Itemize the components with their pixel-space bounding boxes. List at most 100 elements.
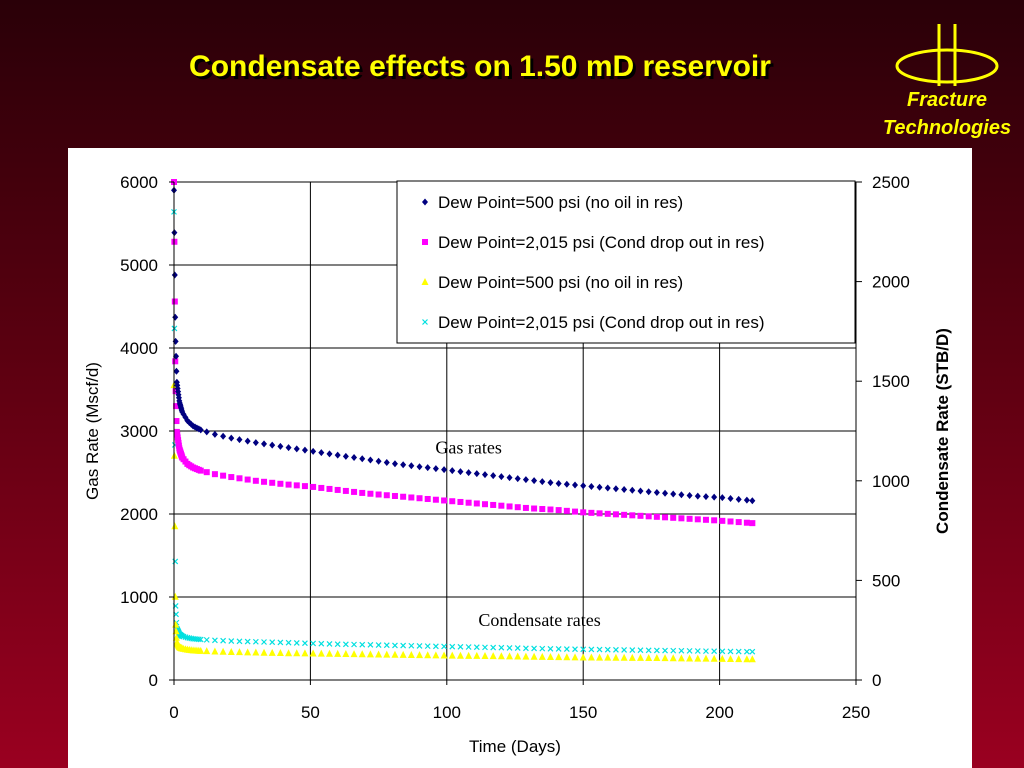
- data-point: [580, 646, 587, 653]
- data-point: [342, 487, 349, 494]
- data-point: [645, 653, 653, 661]
- data-point: [171, 298, 178, 305]
- y2-tick-label: 500: [872, 571, 900, 590]
- data-point: [473, 644, 480, 651]
- data-point: [547, 645, 554, 652]
- data-point: [441, 643, 447, 650]
- x-tick-label: 50: [301, 703, 320, 722]
- data-point: [375, 650, 383, 658]
- data-point: [392, 642, 398, 649]
- data-point: [629, 512, 636, 519]
- data-point: [173, 403, 180, 410]
- data-point: [465, 469, 472, 477]
- data-point: [620, 653, 628, 661]
- data-point: [555, 653, 563, 661]
- data-point: [743, 519, 750, 526]
- data-point: [497, 652, 505, 660]
- data-point: [563, 480, 570, 488]
- data-point: [236, 638, 243, 645]
- data-point: [514, 652, 522, 660]
- data-point: [645, 513, 652, 520]
- data-point: [197, 426, 204, 434]
- data-point: [719, 648, 726, 655]
- legend-marker-3: [422, 319, 428, 325]
- data-point: [694, 654, 702, 662]
- data-point: [269, 441, 276, 449]
- data-point: [481, 471, 488, 479]
- data-point: [547, 479, 554, 487]
- data-point: [677, 654, 685, 662]
- data-point: [662, 514, 669, 521]
- data-point: [637, 487, 644, 495]
- data-point: [285, 444, 292, 452]
- data-point: [743, 496, 750, 504]
- data-point: [531, 645, 538, 652]
- data-point: [334, 641, 341, 648]
- data-point: [211, 637, 218, 644]
- data-point: [310, 640, 317, 647]
- data-point: [579, 653, 587, 661]
- y2-tick-label: 0: [872, 671, 881, 690]
- legend-marker-2: [421, 278, 429, 285]
- data-point: [173, 367, 180, 375]
- data-point: [228, 638, 235, 644]
- data-point: [399, 650, 407, 658]
- data-point: [334, 649, 342, 657]
- data-point: [400, 461, 407, 469]
- data-point: [277, 442, 284, 450]
- data-point: [325, 649, 333, 657]
- data-point: [220, 432, 227, 440]
- data-point: [506, 474, 513, 482]
- data-point: [749, 648, 756, 655]
- data-point: [457, 643, 464, 650]
- data-point: [424, 643, 431, 650]
- data-point: [588, 646, 595, 653]
- data-point: [539, 645, 546, 652]
- data-point: [670, 490, 677, 498]
- data-point: [694, 648, 701, 654]
- data-point: [310, 483, 317, 490]
- data-point: [375, 491, 382, 498]
- data-point: [547, 506, 554, 513]
- data-point: [424, 651, 432, 659]
- slide-title: Condensate effects on 1.50 mD reservoir: [189, 50, 771, 83]
- x-tick-label: 100: [433, 703, 461, 722]
- data-point: [391, 460, 398, 468]
- data-point: [261, 440, 268, 448]
- y2-tick-label: 1500: [872, 372, 910, 391]
- data-point: [563, 653, 571, 661]
- data-point: [702, 654, 710, 662]
- data-point: [211, 430, 218, 438]
- data-point: [432, 465, 439, 473]
- data-point: [211, 471, 218, 478]
- data-point: [653, 654, 661, 662]
- data-point: [662, 489, 669, 497]
- data-point: [211, 647, 219, 655]
- data-point: [645, 488, 652, 496]
- data-point: [645, 647, 652, 654]
- data-point: [612, 511, 619, 518]
- data-point: [301, 446, 308, 454]
- data-point: [203, 428, 210, 436]
- data-point: [531, 505, 538, 512]
- data-point: [465, 644, 472, 650]
- y-axis-title: Gas Rate (Mscf/d): [83, 362, 102, 500]
- legend-entry-2: Dew Point=500 psi (no oil in res): [438, 273, 683, 292]
- data-point: [678, 491, 685, 499]
- data-point: [326, 640, 333, 647]
- data-point: [621, 486, 628, 494]
- y-tick-label: 6000: [120, 173, 158, 192]
- data-point: [481, 501, 488, 508]
- data-point: [669, 654, 677, 662]
- data-point: [563, 507, 570, 514]
- data-point: [702, 493, 709, 501]
- data-point: [342, 641, 349, 648]
- data-point: [318, 484, 325, 491]
- chart-legend: Dew Point=500 psi (no oil in res) Dew Po…: [396, 180, 856, 344]
- y2-tick-label: 2500: [872, 173, 910, 192]
- data-point: [449, 467, 456, 475]
- data-point: [637, 647, 644, 654]
- data-point: [735, 655, 743, 663]
- data-point: [457, 468, 464, 476]
- data-point: [302, 640, 308, 647]
